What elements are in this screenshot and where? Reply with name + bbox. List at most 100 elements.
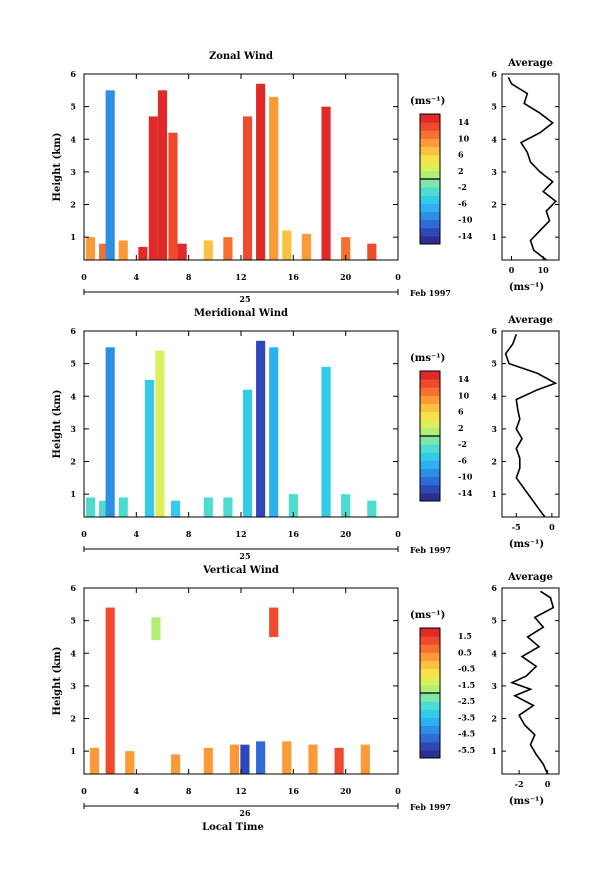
colorbar-segment-8 xyxy=(420,684,440,694)
colorbar-segment-14 xyxy=(420,379,440,388)
heatmap-column-7 xyxy=(168,132,178,260)
x-tick-label: 0 xyxy=(395,529,401,539)
colorbar-segment-0 xyxy=(420,749,440,759)
x-tick-label: 8 xyxy=(186,272,192,282)
date-day-label: 26 xyxy=(239,808,251,818)
heatmap-column-13 xyxy=(321,366,331,517)
heatmap-column-8 xyxy=(223,497,233,517)
x-tick-label: 16 xyxy=(288,272,300,282)
colorbar-label: 14 xyxy=(458,117,470,127)
colorbar-label: 6 xyxy=(458,407,464,417)
colorbar-segment-5 xyxy=(420,195,440,204)
x-tick-label: 20 xyxy=(340,786,352,796)
colorbar-segment-12 xyxy=(420,652,440,661)
heatmap-column-10 xyxy=(256,340,266,517)
x-axis-label: Local Time xyxy=(202,822,264,833)
heatmap-column-6 xyxy=(229,744,240,774)
colorbar-label: -6 xyxy=(458,198,467,208)
x-tick-label: 16 xyxy=(288,786,300,796)
y-tick-label: 4 xyxy=(70,134,76,144)
y-tick-label: 3 xyxy=(70,681,76,691)
heatmap-column-8 xyxy=(256,741,266,774)
heatmap-column-0 xyxy=(89,747,100,774)
heatmap-column-11 xyxy=(269,347,279,517)
heatmap-column-15 xyxy=(367,500,377,517)
profile-y-tick-label: 4 xyxy=(491,648,497,658)
colorbar-label: 0.5 xyxy=(458,647,472,657)
x-tick-label: 0 xyxy=(395,272,401,282)
colorbar-label: 2 xyxy=(458,166,464,176)
heatmap-column-11 xyxy=(308,744,318,774)
profile-frame xyxy=(501,73,560,261)
colorbar-unit: (ms⁻¹) xyxy=(410,353,445,364)
profile-y-tick-label: 5 xyxy=(491,359,497,369)
profile-title: Average xyxy=(507,58,553,69)
y-tick-label: 6 xyxy=(70,69,76,79)
profile-x-label: (ms⁻¹) xyxy=(509,282,544,293)
colorbar-label: 6 xyxy=(458,150,464,160)
profile-y-tick-label: 6 xyxy=(491,69,497,79)
colorbar-segment-1 xyxy=(420,484,440,494)
heatmap-column-7 xyxy=(203,497,213,517)
heatmap-column-5 xyxy=(148,116,158,260)
plot-frame xyxy=(83,73,399,261)
x-tick-label: 12 xyxy=(235,272,246,282)
colorbar-segment-7 xyxy=(420,693,440,702)
heatmap-column-3 xyxy=(118,497,128,517)
y-tick-label: 2 xyxy=(70,457,76,467)
profile-y-tick-label: 3 xyxy=(491,167,497,177)
x-tick-label: 4 xyxy=(134,529,140,539)
date-label: Feb 1997 xyxy=(410,288,451,298)
heatmap-column-0 xyxy=(85,497,96,517)
colorbar-segment-6 xyxy=(420,187,440,196)
colorbar-segment-8 xyxy=(420,427,440,437)
colorbar-segment-9 xyxy=(420,676,440,686)
profile-y-tick-label: 3 xyxy=(491,424,497,434)
x-tick-label: 4 xyxy=(134,272,140,282)
colorbar-segment-10 xyxy=(420,154,440,164)
profile-title: Average xyxy=(507,315,553,326)
heatmap-cells xyxy=(85,83,377,260)
colorbar-segment-1 xyxy=(420,741,440,751)
date-day-label: 25 xyxy=(239,551,250,561)
colorbar-segment-3 xyxy=(420,211,440,221)
x-tick-label: 4 xyxy=(134,786,140,796)
heatmap-column-13 xyxy=(269,96,279,260)
profile-x-tick-label: 10 xyxy=(538,265,550,275)
y-tick-label: 6 xyxy=(70,583,76,593)
profile-y-tick-label: 1 xyxy=(491,232,497,242)
heatmap-column-1 xyxy=(99,500,109,517)
colorbar-label: -2 xyxy=(458,439,467,449)
plot-frame xyxy=(83,330,399,518)
colorbar-label: -2.5 xyxy=(458,696,475,706)
profile-x-tick-label: 0 xyxy=(545,779,551,789)
x-tick-label: 12 xyxy=(235,529,246,539)
heatmap-column-14 xyxy=(341,494,351,517)
profile-y-tick-label: 1 xyxy=(491,746,497,756)
colorbar-label: 10 xyxy=(458,133,470,143)
x-tick-label: 12 xyxy=(235,786,246,796)
y-axis-label: Height (km) xyxy=(52,133,63,202)
colorbar-segment-12 xyxy=(420,395,440,404)
x-tick-label: 0 xyxy=(81,272,87,282)
colorbar-label: -1.5 xyxy=(458,680,475,690)
profile-x-tick-label: 0 xyxy=(549,522,555,532)
heatmap-column-9 xyxy=(242,389,253,517)
colorbar-label: -4.5 xyxy=(458,729,475,739)
colorbar-segment-9 xyxy=(420,162,440,172)
x-tick-label: 16 xyxy=(288,529,300,539)
x-tick-label: 20 xyxy=(340,272,352,282)
heatmap-column-12 xyxy=(256,83,266,260)
heatmap-column-5 xyxy=(155,350,165,517)
heatmap-column-6 xyxy=(157,90,168,260)
colorbar-segment-11 xyxy=(420,146,440,156)
y-tick-label: 2 xyxy=(70,714,76,724)
colorbar-label: -6 xyxy=(458,455,467,465)
x-tick-label: 0 xyxy=(395,786,401,796)
y-tick-label: 4 xyxy=(70,391,76,401)
colorbar-label: -14 xyxy=(458,488,473,498)
heatmap-column-3 xyxy=(151,617,161,641)
heatmap-column-12 xyxy=(288,494,298,517)
y-tick-label: 4 xyxy=(70,648,76,658)
